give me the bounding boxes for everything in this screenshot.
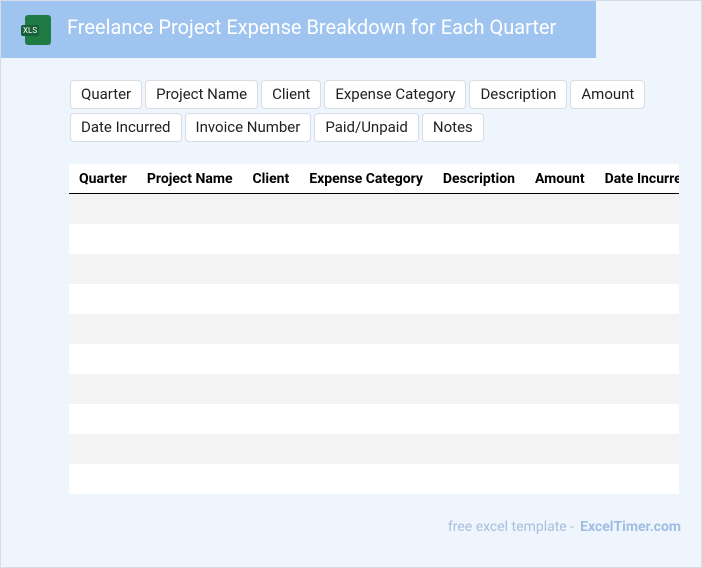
table-row (69, 284, 679, 314)
column-header: Project Name (136, 164, 243, 194)
column-header: Quarter (69, 164, 137, 194)
table-grid: Quarter Project Name Client Expense Categor… (69, 164, 679, 194)
table-row (69, 464, 679, 494)
header: XLS Freelance Project Expense Breakdown … (1, 1, 596, 58)
table-row (69, 374, 679, 404)
tag-button[interactable]: Paid/Unpaid (314, 113, 419, 142)
tag-button[interactable]: Invoice Number (184, 113, 312, 142)
table-row (69, 194, 679, 224)
tag-button[interactable]: Description (469, 80, 568, 109)
column-header: Description (432, 164, 525, 194)
tag-button[interactable]: Client (261, 80, 322, 109)
tag-list: Quarter Project Name Client Expense Categor… (70, 80, 650, 142)
column-header: Date Incurred (594, 164, 679, 194)
title: Freelance Project Expense Breakdown for … (67, 15, 557, 39)
table-row (69, 224, 679, 254)
tag-button[interactable]: Notes (421, 113, 484, 142)
table-row (69, 314, 679, 344)
footer-brand[interactable]: ExcelTimer.com (580, 519, 681, 535)
table-row (69, 434, 679, 464)
tag-button[interactable]: Expense Category (324, 80, 467, 109)
footer: free excel template - ExcelTimer.com (448, 519, 681, 535)
tag-button[interactable]: Amount (570, 80, 646, 109)
column-header: Amount (524, 164, 595, 194)
icon-label: XLS (21, 25, 40, 36)
tag-button[interactable]: Quarter (70, 80, 143, 109)
tag-button[interactable]: Date Incurred (70, 113, 182, 142)
column-header: Expense Category (299, 164, 433, 194)
table-row (69, 254, 679, 284)
column-header: Client (242, 164, 300, 194)
table-row (69, 344, 679, 374)
table: Quarter Project Name Client Expense Categor… (69, 164, 679, 494)
tag-button[interactable]: Project Name (145, 80, 259, 109)
header-row: Quarter Project Name Client Expense Categor… (69, 164, 679, 194)
table-row (69, 404, 679, 434)
footer-text: free excel template - (447, 519, 575, 535)
file-icon: XLS (21, 15, 51, 45)
